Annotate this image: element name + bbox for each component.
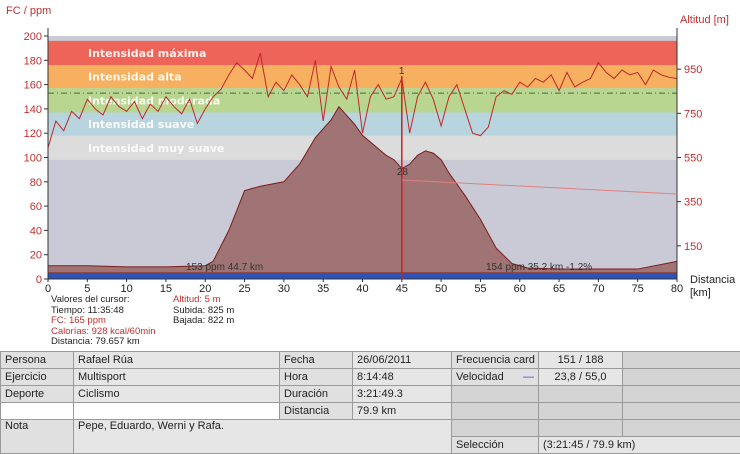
persona-value[interactable]: Rafael Rúa	[74, 352, 280, 369]
cursor-descent: Bajada: 822 m	[173, 316, 234, 327]
cursor-label: 28	[397, 167, 409, 178]
empty-cell	[623, 386, 740, 403]
empty-cell	[539, 386, 623, 403]
persona-label: Persona	[1, 352, 74, 369]
heart-rate-altitude-chart[interactable]: Intensidad máxima Intensidad alta Intensid…	[0, 0, 740, 300]
seleccion-value: (3:21:45 / 79.9 km)	[539, 437, 740, 454]
y-left-tick-label: 80	[30, 177, 42, 189]
x-axis-title: Distancia [km]	[690, 274, 738, 299]
annotation-right: 154 ppm 35.2 km -1.2%	[486, 262, 592, 273]
y-left-tick-label: 20	[30, 250, 42, 262]
y-left-tick-label: 100	[24, 153, 42, 165]
y-left-tick-label: 180	[24, 55, 42, 67]
seleccion-label: Selección	[452, 437, 539, 454]
duracion-value: 3:21:49.3	[353, 386, 452, 403]
x-tick-label: 55	[474, 283, 486, 295]
y-right-tick-label: 150	[684, 241, 702, 253]
empty-cell	[623, 369, 740, 386]
velocidad-label: Velocidad	[456, 371, 504, 383]
cursor-values-panel: Valores del cursor: Tiempo: 11:35:48 FC:…	[51, 295, 156, 348]
x-tick-label: 75	[632, 283, 644, 295]
deporte-label: Deporte	[1, 386, 74, 403]
x-tick-label: 60	[514, 283, 526, 295]
x-axis-title-line1: Distancia	[690, 274, 736, 286]
x-tick-label: 45	[396, 283, 408, 295]
zone-label-1: Intensidad alta	[88, 71, 182, 84]
cursor-hr: FC: 165 ppm	[51, 316, 156, 327]
cursor-distance: Distancia: 79.657 km	[51, 337, 156, 348]
frecuencia-label: Frecuencia card	[452, 352, 539, 369]
empty-cell	[623, 403, 740, 420]
y-left-tick-label: 60	[30, 201, 42, 213]
y-axis-left-title: FC / ppm	[6, 5, 51, 17]
cursor-top-label: 1	[399, 66, 405, 77]
nota-value[interactable]: Pepe, Eduardo, Werni y Rafa.	[74, 420, 452, 454]
y-left-tick-label: 0	[36, 274, 42, 286]
zone-label-4: Intensidad muy suave	[88, 142, 225, 155]
cursor-title: Valores del cursor:	[51, 295, 156, 306]
x-tick-label: 30	[278, 283, 290, 295]
exercise-info-table: Persona Rafael Rúa Fecha 26/06/2011 Frec…	[0, 351, 740, 454]
cursor-altitude: Altitud: 5 m	[173, 295, 234, 306]
y-left-tick-label: 140	[24, 104, 42, 116]
empty-cell	[74, 403, 280, 420]
deporte-value[interactable]: Ciclismo	[74, 386, 280, 403]
x-tick-label: 25	[238, 283, 250, 295]
zone-label-0: Intensidad máxima	[88, 47, 206, 60]
zone-label-2: Intensidad moderada	[88, 94, 220, 107]
zone-label-3: Intensidad suave	[88, 118, 194, 131]
velocidad-value: 23,8 / 55,0	[539, 369, 623, 386]
speed-legend-dash-icon: —	[523, 371, 534, 383]
empty-cell	[623, 420, 740, 437]
y-left-tick-label: 120	[24, 128, 42, 140]
distancia-label: Distancia	[280, 403, 353, 420]
empty-cell	[452, 386, 539, 403]
x-tick-label: 35	[317, 283, 329, 295]
y-right-tick-label: 950	[684, 64, 702, 76]
x-tick-label: 80	[671, 283, 683, 295]
duracion-label: Duración	[280, 386, 353, 403]
empty-cell	[539, 403, 623, 420]
hora-label: Hora	[280, 369, 353, 386]
empty-cell	[452, 420, 539, 437]
x-tick-label: 70	[592, 283, 604, 295]
x-tick-label: 15	[160, 283, 172, 295]
x-tick-label: 65	[553, 283, 565, 295]
y-left-tick-label: 200	[24, 31, 42, 43]
y-left-tick-label: 40	[30, 225, 42, 237]
empty-cell	[1, 403, 74, 420]
fecha-value[interactable]: 26/06/2011	[353, 352, 452, 369]
y-axis-right-title: Altitud [m]	[680, 14, 729, 26]
bottom-band	[48, 273, 677, 279]
fecha-label: Fecha	[280, 352, 353, 369]
empty-cell	[452, 403, 539, 420]
y-right-tick-label: 550	[684, 153, 702, 165]
x-tick-label: 50	[435, 283, 447, 295]
x-tick-label: 40	[356, 283, 368, 295]
y-left-tick-label: 160	[24, 80, 42, 92]
hora-value[interactable]: 8:14:48	[353, 369, 452, 386]
ejercicio-label: Ejercicio	[1, 369, 74, 386]
nota-label: Nota	[1, 420, 74, 454]
annotation-left: 153 ppm 44.7 km	[186, 262, 263, 273]
distancia-value: 79.9 km	[353, 403, 452, 420]
velocidad-label-cell: Velocidad —	[452, 369, 539, 386]
y-right-tick-label: 750	[684, 108, 702, 120]
empty-cell	[623, 352, 740, 369]
x-axis-title-line2: [km]	[690, 287, 711, 299]
y-right-tick-label: 350	[684, 197, 702, 209]
empty-cell	[539, 420, 623, 437]
frecuencia-value: 151 / 188	[539, 352, 623, 369]
ejercicio-value[interactable]: Multisport	[74, 369, 280, 386]
